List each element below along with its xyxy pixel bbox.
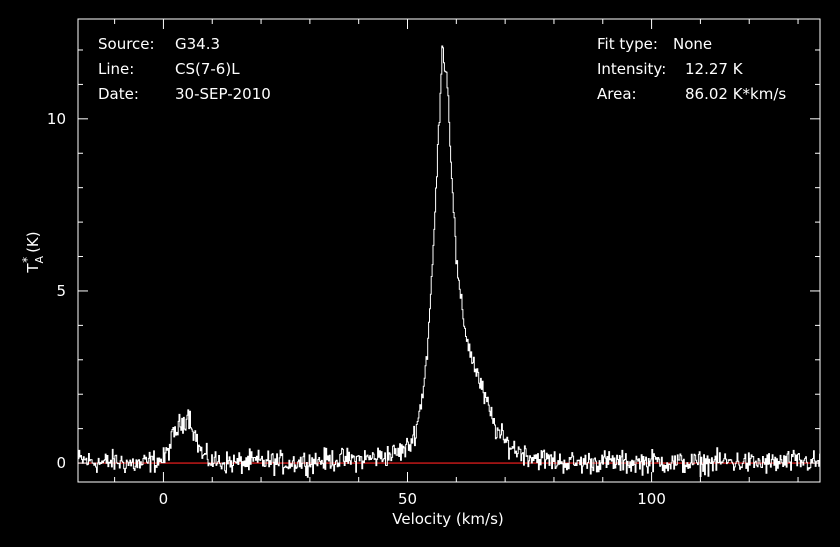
y-tick-label: 0 — [56, 454, 66, 472]
chart-marks — [78, 45, 821, 478]
area-value: 86.02 K*km/s — [685, 85, 787, 103]
fit-type-value: None — [673, 35, 713, 53]
line-value: CS(7-6)L — [175, 60, 240, 78]
x-tick-label: 100 — [637, 490, 666, 508]
spectrum-series — [78, 45, 821, 478]
line-label: Line: — [98, 60, 135, 78]
intensity-label: Intensity: — [597, 60, 667, 78]
fit-type-label: Fit type: — [597, 35, 658, 53]
date-label: Date: — [98, 85, 139, 103]
x-axis-label: Velocity (km/s) — [392, 510, 503, 528]
axis-ticks: 0 50 100 0 5 10 — [47, 19, 820, 508]
source-label: Source: — [98, 35, 155, 53]
svg-text:TA*(K): TA*(K) — [20, 231, 46, 273]
plot-frame — [77, 18, 821, 483]
intensity-value: 12.27 K — [685, 60, 743, 78]
date-value: 30-SEP-2010 — [175, 85, 271, 103]
area-label: Area: — [597, 85, 637, 103]
y-tick-label: 10 — [47, 110, 66, 128]
x-tick-label: 0 — [159, 490, 169, 508]
x-tick-label: 50 — [398, 490, 417, 508]
y-tick-label: 5 — [56, 282, 66, 300]
y-axis-label: TA*(K) — [20, 231, 46, 273]
source-value: G34.3 — [175, 35, 221, 53]
